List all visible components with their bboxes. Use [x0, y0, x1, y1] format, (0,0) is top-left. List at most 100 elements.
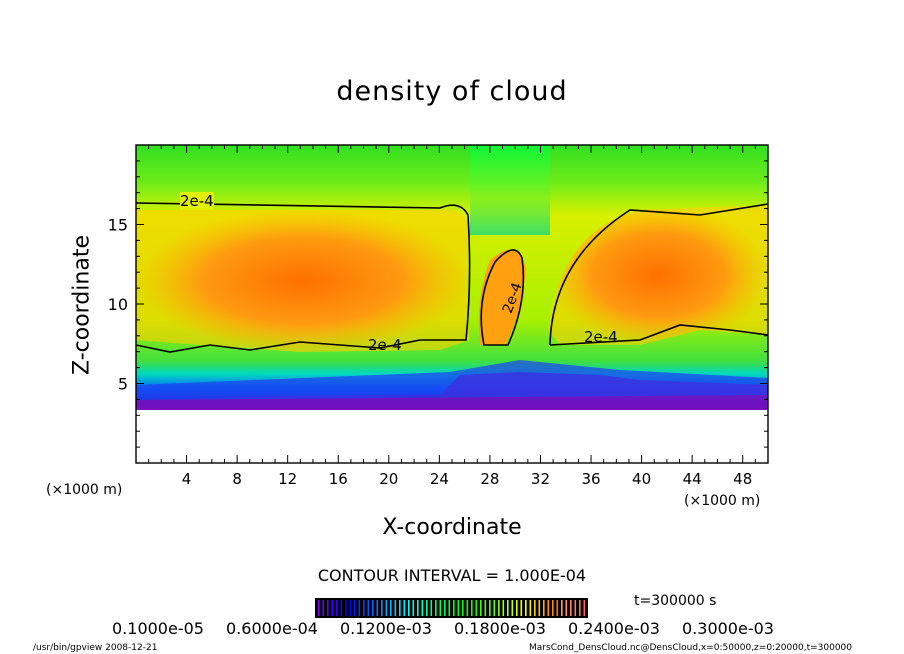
colorbar-stripe [439, 600, 442, 616]
colorbar-stripe [556, 600, 559, 616]
colorbar-stripe [336, 600, 338, 616]
cloud-region-right [548, 205, 768, 345]
x-tick-label: 24 [430, 470, 449, 488]
colorbar-stripe [363, 600, 365, 616]
updraft-region [470, 145, 550, 235]
x-tick-label: 48 [733, 470, 752, 488]
colorbar-stripe [520, 600, 523, 616]
x-tick-label: 32 [531, 470, 550, 488]
colorbar-stripe [327, 600, 329, 616]
colorbar-stripe [399, 600, 401, 616]
colorbar-stripe [462, 600, 464, 616]
colorbar-stripe [561, 600, 563, 616]
colorbar-stripe [444, 600, 446, 616]
colorbar-stripe [408, 600, 410, 616]
colorbar-stripe [403, 600, 406, 616]
colorbar-stripe [475, 600, 478, 616]
x-tick-label: 12 [278, 470, 297, 488]
footer-left: /usr/bin/gpview 2008-12-21 [33, 643, 158, 653]
colorbar-stripe [529, 600, 532, 616]
colorbar-label: 0.1200e-03 [340, 619, 432, 638]
colorbar-stripe [484, 600, 487, 616]
contour-line-left [135, 202, 471, 353]
colorbar-stripe [565, 600, 568, 616]
colorbar-stripe [448, 600, 451, 616]
colorbar-stripe [318, 600, 320, 616]
y-tick-label: 5 [118, 375, 128, 394]
x-axis-label: X-coordinate [382, 515, 522, 540]
footer-right: MarsCond_DensCloud.nc@DensCloud,x=0:5000… [529, 643, 852, 653]
colorbar-stripe [453, 600, 455, 616]
colorbar-stripe [574, 600, 577, 616]
colorbar [315, 598, 588, 618]
colorbar-stripe [417, 600, 419, 616]
colorbar-stripe [480, 600, 482, 616]
colorbar-stripe [421, 600, 424, 616]
colorbar-stripe [525, 600, 527, 616]
x-tick-label: 4 [182, 470, 192, 488]
contour-interval: CONTOUR INTERVAL = 1.000E-04 [317, 566, 587, 585]
colorbar-stripe [354, 600, 356, 616]
colorbar-stripe [543, 600, 545, 616]
colorbar-stripe [538, 600, 541, 616]
y-tick-label: 15 [108, 216, 128, 235]
colorbar-stripe [358, 600, 361, 616]
colorbar-stripe [385, 600, 388, 616]
x-unit-left: (×1000 m) [46, 482, 123, 498]
colorbar-stripe [381, 600, 383, 616]
colorbar-stripe [340, 600, 343, 616]
colorbar-label: 0.2400e-03 [568, 619, 660, 638]
colorbar-stripe [511, 600, 514, 616]
colorbar-stripe [570, 600, 572, 616]
contour-line-right [549, 203, 769, 346]
colorbar-stripe [489, 600, 491, 616]
colorbar-label: 0.3000e-03 [682, 619, 774, 638]
contour-label: 2e-4 [368, 336, 402, 354]
colorbar-stripe [471, 600, 473, 616]
colorbar-label: 0.6000e-04 [226, 619, 318, 638]
x-unit-right: (×1000 m) [684, 493, 761, 509]
chart-title: density of cloud [336, 76, 568, 107]
colorbar-stripe [331, 600, 334, 616]
x-tick-label: 8 [232, 470, 242, 488]
x-tick-label: 44 [683, 470, 702, 488]
cloud-region-left [136, 209, 470, 352]
contour-label: 2e-4 [584, 328, 618, 346]
y-tick-label: 10 [108, 295, 128, 314]
colorbar-stripe [534, 600, 536, 616]
colorbar-stripe [367, 600, 370, 616]
colorbar-stripe [372, 600, 374, 616]
colorbar-stripe [376, 600, 379, 616]
colorbar-stripe [412, 600, 415, 616]
colorbar-label: 0.1000e-05 [112, 619, 204, 638]
colorbar-stripe [493, 600, 496, 616]
colorbar-stripe [547, 600, 550, 616]
colorbar-stripe [466, 600, 469, 616]
colorbar-label: 0.1800e-03 [454, 619, 546, 638]
colorbar-stripe [322, 600, 325, 616]
colorbar-stripe [583, 600, 586, 616]
colorbar-stripe [430, 600, 433, 616]
contour-label: 2e-4 [180, 192, 214, 210]
colorbar-stripe [435, 600, 437, 616]
colorbar-stripe [426, 600, 428, 616]
colorbar-stripe [507, 600, 509, 616]
cloud-blue-band [136, 360, 768, 400]
x-tick-label: 16 [329, 470, 348, 488]
x-tick-label: 36 [581, 470, 600, 488]
colorbar-stripe [390, 600, 392, 616]
contour-line-center [480, 249, 525, 346]
colorbar-stripe [516, 600, 518, 616]
colorbar-stripe [552, 600, 554, 616]
x-tick-label: 40 [632, 470, 651, 488]
colorbar-stripe [457, 600, 460, 616]
time-label: t=300000 s [634, 593, 717, 609]
x-tick-label: 28 [480, 470, 499, 488]
colorbar-stripe [502, 600, 505, 616]
x-tick-label: 20 [379, 470, 398, 488]
colorbar-stripe [394, 600, 397, 616]
no-data-region [136, 410, 768, 463]
colorbar-stripe [498, 600, 500, 616]
y-axis-label: Z-coordinate [69, 235, 95, 375]
